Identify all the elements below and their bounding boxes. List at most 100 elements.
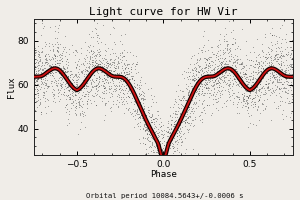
Point	[200, 67, 205, 70]
Point	[130, 88, 135, 91]
Point	[130, 108, 135, 111]
Point	[241, 81, 246, 85]
Point	[202, 70, 207, 73]
Point	[259, 64, 264, 68]
Point	[112, 88, 116, 91]
Point	[80, 105, 84, 108]
Point	[153, 119, 158, 122]
Point	[133, 62, 138, 65]
Point	[178, 144, 183, 147]
Point	[264, 57, 268, 60]
Point	[224, 65, 229, 69]
Point	[277, 86, 281, 90]
Point	[251, 50, 256, 54]
Point	[254, 80, 259, 83]
Point	[35, 92, 40, 95]
Point	[167, 131, 172, 135]
Point	[116, 73, 121, 76]
Point	[180, 73, 185, 76]
Point	[270, 73, 275, 76]
Point	[221, 69, 226, 73]
Point	[90, 93, 94, 97]
Point	[48, 67, 53, 70]
Point	[111, 63, 116, 66]
Point	[276, 36, 281, 39]
Point	[172, 149, 177, 153]
Point	[52, 92, 56, 95]
Point	[97, 75, 101, 79]
Point	[84, 84, 88, 88]
Point	[131, 100, 136, 103]
Point	[214, 71, 218, 75]
Point	[217, 69, 222, 72]
Point	[262, 99, 267, 102]
Point	[183, 124, 188, 127]
Point	[103, 42, 108, 46]
Point	[48, 81, 53, 85]
Point	[206, 67, 210, 70]
Point	[219, 71, 224, 74]
Point	[188, 115, 193, 119]
Point	[60, 69, 65, 72]
Point	[192, 79, 197, 82]
Point	[112, 61, 117, 65]
Point	[226, 42, 231, 45]
Point	[115, 72, 120, 75]
Point	[120, 101, 125, 104]
Point	[137, 100, 142, 103]
Point	[142, 116, 146, 119]
Point	[32, 73, 37, 77]
Point	[87, 67, 92, 70]
Point	[229, 71, 234, 74]
Point	[82, 59, 87, 62]
Point	[70, 98, 75, 101]
Point	[227, 71, 232, 74]
Point	[235, 83, 240, 86]
Point	[83, 65, 88, 69]
Point	[230, 42, 234, 45]
Point	[126, 73, 130, 76]
Point	[64, 85, 69, 89]
Point	[166, 129, 171, 132]
Point	[251, 96, 256, 99]
Point	[272, 57, 277, 60]
Point	[290, 76, 295, 80]
Point	[78, 88, 83, 91]
Point	[135, 82, 140, 85]
Point	[223, 61, 227, 65]
Point	[268, 72, 273, 75]
Point	[118, 57, 122, 60]
Point	[106, 90, 111, 93]
Point	[98, 49, 102, 52]
Point	[176, 117, 181, 121]
Point	[110, 95, 115, 98]
Point	[177, 107, 182, 110]
Point	[38, 85, 43, 88]
Point	[51, 47, 56, 50]
Point	[218, 61, 223, 64]
Point	[201, 99, 206, 102]
Point	[185, 93, 190, 96]
Point	[125, 108, 130, 111]
Point	[279, 82, 284, 86]
Point	[66, 80, 71, 83]
Point	[190, 99, 195, 102]
Point	[279, 53, 283, 56]
Point	[137, 141, 142, 145]
Point	[253, 80, 258, 84]
Point	[253, 62, 258, 66]
Point	[133, 96, 137, 99]
Point	[200, 118, 205, 121]
Point	[141, 116, 146, 120]
Point	[103, 57, 108, 61]
Point	[278, 59, 283, 62]
Point	[52, 96, 57, 100]
Point	[59, 83, 64, 86]
Point	[151, 151, 156, 154]
Point	[121, 79, 126, 83]
Point	[88, 80, 93, 84]
Point	[117, 87, 122, 90]
Point	[58, 89, 63, 92]
Point	[233, 53, 238, 57]
Point	[34, 58, 39, 61]
